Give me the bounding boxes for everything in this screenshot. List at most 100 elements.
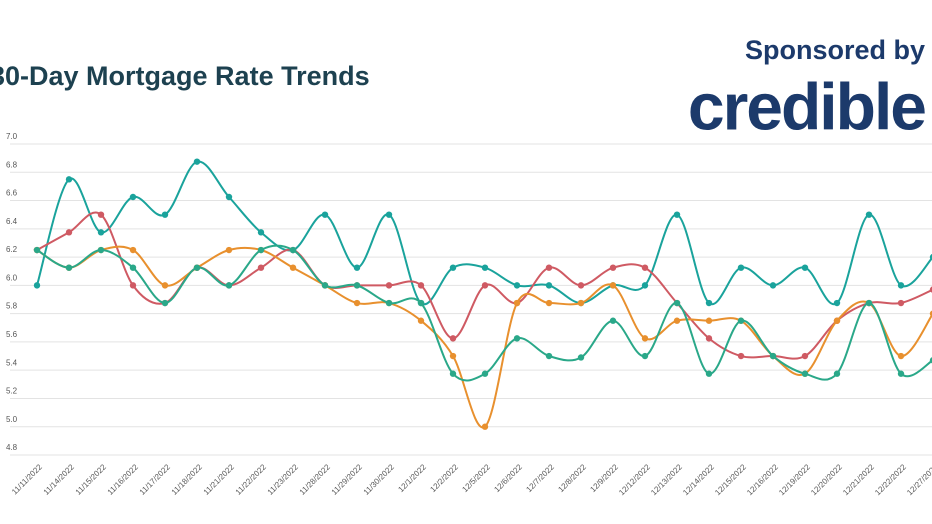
data-point	[737, 264, 745, 271]
y-tick-label: 6.6	[6, 189, 18, 198]
data-point	[929, 254, 932, 261]
x-tick-label: 11/18/2022	[170, 462, 205, 497]
data-point	[737, 352, 745, 360]
data-point	[641, 335, 649, 342]
x-tick-label: 11/16/2022	[106, 462, 141, 497]
data-point	[801, 370, 809, 377]
data-point	[353, 299, 361, 307]
data-point	[929, 310, 932, 317]
data-point	[161, 299, 169, 307]
x-tick-label: 12/2/2022	[428, 462, 460, 494]
data-point	[481, 370, 489, 377]
x-tick-label: 12/21/2022	[841, 462, 876, 497]
y-tick-label: 6.8	[6, 160, 18, 169]
data-point	[897, 299, 905, 307]
y-tick-label: 6.0	[6, 273, 18, 282]
x-tick-label: 11/17/2022	[138, 462, 173, 497]
x-tick-label: 12/1/2022	[396, 462, 428, 494]
data-point	[161, 211, 169, 218]
data-point	[641, 264, 649, 271]
data-point	[833, 299, 841, 307]
y-tick-label: 5.6	[6, 330, 18, 339]
data-point	[705, 317, 713, 324]
data-point	[705, 335, 713, 342]
data-point	[897, 370, 905, 377]
data-point	[193, 158, 201, 165]
data-point	[513, 335, 521, 342]
data-point	[673, 211, 681, 218]
data-point	[545, 352, 553, 360]
data-point	[33, 246, 41, 254]
x-tick-label: 11/28/2022	[298, 462, 333, 497]
data-point	[257, 229, 265, 236]
x-tick-label: 11/23/2022	[266, 462, 301, 497]
data-point	[449, 335, 457, 342]
data-point	[769, 352, 777, 360]
data-point	[865, 299, 873, 307]
data-point	[385, 211, 393, 218]
x-tick-label: 12/7/2022	[524, 462, 556, 494]
x-tick-label: 11/30/2022	[362, 462, 397, 497]
data-point	[609, 264, 617, 271]
data-point	[545, 282, 553, 289]
data-point	[65, 229, 73, 236]
x-tick-label: 11/14/2022	[42, 462, 77, 497]
data-point	[353, 264, 361, 271]
x-tick-label: 12/20/2022	[809, 462, 844, 497]
x-tick-label: 12/13/2022	[649, 462, 684, 497]
data-point	[705, 299, 713, 307]
data-point	[289, 246, 297, 254]
data-point	[929, 286, 932, 293]
data-point	[129, 193, 137, 201]
data-point	[801, 264, 809, 271]
x-tick-label: 12/12/2022	[617, 462, 652, 497]
x-tick-label: 12/9/2022	[588, 462, 620, 494]
chart-title: 30-Day Mortgage Rate Trends	[0, 61, 370, 91]
data-point	[545, 299, 553, 307]
x-tick-label: 12/14/2022	[681, 462, 716, 497]
data-point	[417, 282, 425, 289]
y-tick-label: 5.4	[6, 358, 18, 367]
sponsor-logo: credible	[688, 69, 925, 143]
data-point	[225, 282, 233, 289]
data-point	[705, 370, 713, 377]
data-point	[385, 299, 393, 307]
x-tick-label: 12/5/2022	[460, 462, 492, 494]
y-tick-label: 7.0	[6, 132, 18, 141]
data-point	[417, 317, 425, 324]
data-point	[513, 282, 521, 289]
y-tick-label: 5.2	[6, 387, 18, 396]
data-point	[513, 299, 521, 307]
data-point	[417, 299, 425, 307]
data-point	[929, 357, 932, 364]
data-point	[897, 282, 905, 289]
data-point	[833, 370, 841, 377]
data-point	[673, 317, 681, 324]
x-tick-label: 12/27/2022	[905, 462, 932, 497]
data-point	[449, 264, 457, 271]
data-point	[641, 352, 649, 360]
data-point	[129, 282, 137, 289]
data-point	[609, 282, 617, 289]
data-point	[225, 193, 233, 201]
x-tick-label: 11/29/2022	[330, 462, 365, 497]
data-point	[97, 211, 105, 218]
data-point	[801, 352, 809, 360]
data-point	[33, 282, 41, 289]
data-point	[545, 264, 553, 271]
data-point	[257, 246, 265, 254]
data-point	[225, 246, 233, 254]
data-point	[737, 317, 745, 324]
data-point	[97, 246, 105, 254]
data-point	[129, 246, 137, 254]
data-point	[385, 282, 393, 289]
x-tick-label: 12/22/2022	[873, 462, 908, 497]
data-point	[897, 352, 905, 360]
y-tick-label: 5.8	[6, 302, 18, 311]
x-tick-label: 12/8/2022	[556, 462, 588, 494]
data-point	[641, 282, 649, 289]
data-point	[449, 352, 457, 360]
data-point	[577, 282, 585, 289]
data-point	[65, 176, 73, 183]
